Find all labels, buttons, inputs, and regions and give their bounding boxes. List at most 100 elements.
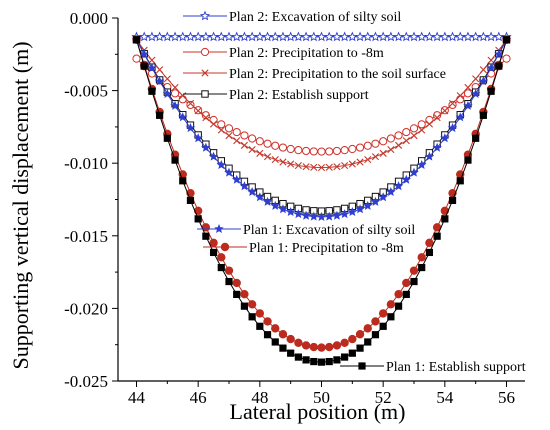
data-point bbox=[247, 187, 257, 197]
data-point bbox=[479, 66, 487, 74]
data-point bbox=[293, 31, 304, 42]
data-point bbox=[132, 54, 141, 63]
y-tick-label: 0.000 bbox=[70, 9, 108, 28]
data-point bbox=[447, 123, 458, 133]
data-point bbox=[147, 63, 157, 73]
data-point bbox=[287, 160, 295, 168]
data-point bbox=[239, 181, 250, 191]
data-point bbox=[271, 141, 280, 150]
data-point bbox=[472, 75, 480, 83]
y-tick-label: -0.010 bbox=[64, 154, 108, 173]
data-point bbox=[248, 313, 256, 321]
x-tick-label: 56 bbox=[498, 388, 515, 407]
data-point bbox=[370, 31, 381, 42]
data-point bbox=[424, 151, 435, 161]
data-point bbox=[317, 163, 326, 172]
data-point bbox=[432, 142, 442, 152]
data-point bbox=[278, 330, 288, 339]
data-point bbox=[393, 181, 404, 191]
data-point bbox=[370, 196, 381, 206]
data-point bbox=[231, 174, 242, 184]
data-point bbox=[455, 112, 465, 122]
data-point bbox=[332, 341, 342, 350]
data-point bbox=[263, 331, 272, 339]
data-point bbox=[148, 56, 156, 64]
data-point bbox=[240, 289, 249, 299]
data-point bbox=[409, 167, 419, 177]
data-point bbox=[317, 147, 326, 156]
data-point bbox=[287, 349, 295, 357]
plot-area bbox=[131, 31, 512, 366]
data-point bbox=[177, 31, 188, 42]
data-point bbox=[364, 338, 372, 346]
data-point bbox=[279, 344, 287, 352]
y-axis-title: Supporting vertical displacement (m) bbox=[8, 41, 33, 369]
data-point bbox=[231, 31, 242, 42]
data-point bbox=[348, 334, 357, 344]
data-point bbox=[271, 324, 280, 333]
data-point bbox=[277, 31, 289, 42]
data-point bbox=[354, 31, 366, 42]
data-point bbox=[447, 31, 458, 42]
data-point bbox=[410, 132, 418, 140]
data-point bbox=[170, 89, 180, 98]
data-point bbox=[425, 120, 434, 128]
data-point bbox=[186, 99, 195, 108]
data-point bbox=[462, 31, 474, 42]
data-point bbox=[270, 31, 281, 42]
series-3 bbox=[132, 36, 511, 172]
data-point bbox=[163, 75, 171, 83]
x-tick-label: 54 bbox=[436, 388, 454, 407]
legend-marker bbox=[214, 224, 224, 234]
data-point bbox=[348, 349, 356, 357]
data-point bbox=[348, 160, 356, 168]
data-point bbox=[478, 31, 489, 42]
data-point bbox=[425, 248, 434, 257]
data-point bbox=[148, 87, 156, 95]
data-point bbox=[193, 31, 204, 42]
data-point bbox=[356, 344, 364, 352]
data-point bbox=[232, 127, 241, 137]
data-point bbox=[255, 309, 265, 318]
data-point bbox=[310, 357, 318, 366]
data-point bbox=[401, 174, 412, 184]
data-point bbox=[209, 248, 218, 257]
data-point bbox=[217, 253, 226, 262]
data-point bbox=[309, 147, 318, 156]
data-point bbox=[224, 167, 234, 177]
data-point bbox=[402, 137, 410, 145]
data-point bbox=[240, 141, 249, 149]
data-point bbox=[217, 126, 225, 134]
data-point bbox=[217, 120, 226, 129]
legend-marker bbox=[220, 242, 230, 252]
data-point bbox=[356, 158, 364, 166]
data-point bbox=[162, 31, 173, 42]
data-point bbox=[285, 207, 296, 217]
data-point bbox=[341, 353, 349, 361]
data-point bbox=[441, 215, 449, 223]
data-point bbox=[294, 161, 302, 170]
data-point bbox=[225, 277, 233, 286]
data-point bbox=[301, 341, 311, 350]
data-point bbox=[271, 155, 279, 164]
data-point bbox=[301, 210, 311, 220]
data-point bbox=[286, 144, 295, 154]
data-point bbox=[300, 31, 312, 42]
data-point bbox=[394, 131, 403, 140]
data-point bbox=[262, 196, 273, 206]
data-point bbox=[178, 95, 187, 104]
data-point bbox=[433, 232, 441, 240]
data-point bbox=[309, 342, 318, 352]
data-point bbox=[270, 200, 280, 210]
data-point bbox=[247, 300, 257, 309]
data-point bbox=[386, 300, 396, 309]
data-point bbox=[132, 36, 141, 44]
y-tick-label: -0.025 bbox=[64, 372, 108, 391]
legend-marker bbox=[201, 90, 209, 98]
data-point bbox=[455, 31, 466, 42]
data-point bbox=[232, 278, 241, 288]
data-point bbox=[379, 322, 387, 330]
x-tick-label: 50 bbox=[313, 388, 330, 407]
